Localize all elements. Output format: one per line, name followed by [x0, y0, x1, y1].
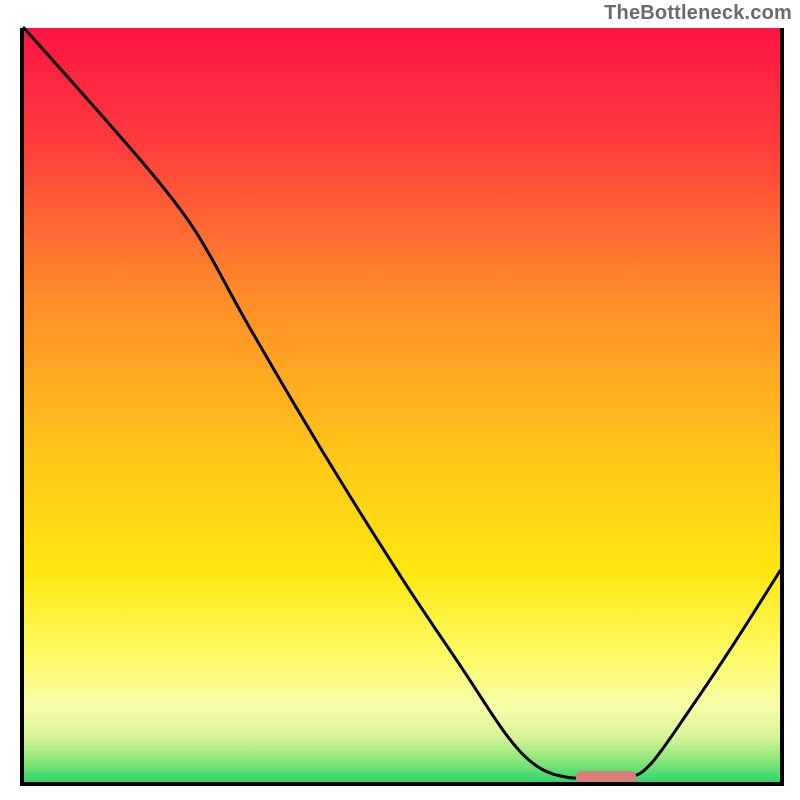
watermark-text: TheBottleneck.com	[604, 2, 792, 25]
bottleneck-chart	[0, 0, 800, 800]
optimal-range-marker	[576, 771, 636, 784]
gradient-background	[24, 28, 780, 782]
